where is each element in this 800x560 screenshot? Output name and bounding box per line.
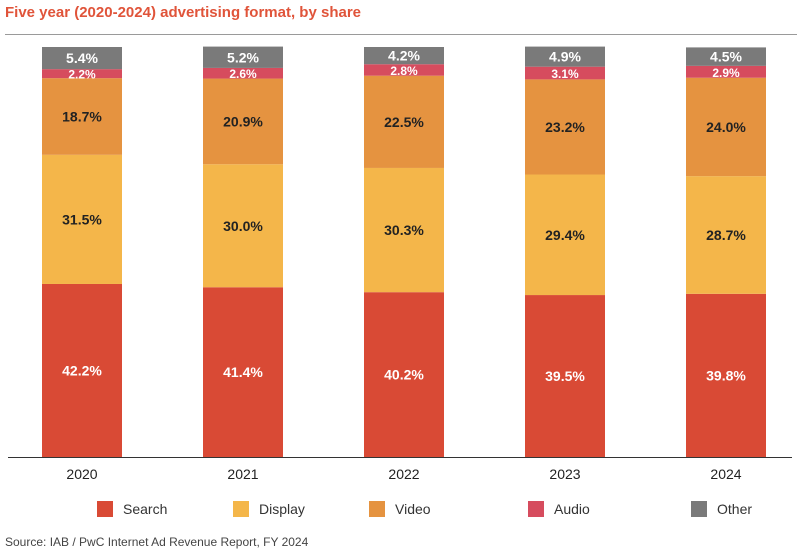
data-label-display-2024: 28.7%: [706, 227, 746, 243]
bar-search-2022: [364, 292, 444, 457]
data-label-search-2024: 39.8%: [706, 367, 746, 383]
bar-search-2021: [203, 287, 283, 457]
data-label-search-2022: 40.2%: [384, 367, 424, 383]
bar-video-2024: [686, 77, 766, 177]
bar-video-2021: [203, 78, 283, 165]
legend-swatch-search: [97, 501, 113, 517]
bar-display-2020: [42, 154, 122, 284]
bar-display-2021: [203, 164, 283, 288]
legend-swatch-video: [369, 501, 385, 517]
legend-label-other: Other: [717, 501, 753, 517]
x-tick-label-2020: 2020: [66, 466, 97, 482]
chart-title: Five year (2020-2024) advertising format…: [5, 4, 362, 21]
legend-label-audio: Audio: [554, 501, 590, 517]
data-label-audio-2021: 2.6%: [229, 67, 257, 81]
bar-other-2022: [364, 47, 444, 65]
x-tick-label-2021: 2021: [227, 466, 258, 482]
stacked-bar-chart: 42.2% 31.5% 18.7% 2.2% 5.4% 2020 41.4% 30.0% 20.…: [8, 46, 792, 482]
source-note: Source: IAB / PwC Internet Ad Revenue Re…: [5, 535, 309, 549]
bar-audio-2022: [364, 64, 444, 76]
bar-display-2024: [686, 176, 766, 294]
legend-item-display: Display: [233, 497, 305, 521]
legend-item-audio: Audio: [528, 497, 590, 521]
title-divider: [5, 34, 797, 35]
bar-other-2020: [42, 47, 122, 70]
bar-other-2023: [525, 46, 605, 67]
bar-display-2023: [525, 174, 605, 296]
chart-legend: Search Display Video Audio Other: [0, 497, 800, 521]
bar-audio-2021: [203, 67, 283, 79]
data-label-search-2021: 41.4%: [223, 364, 263, 380]
bar-other-2021: [203, 46, 283, 68]
bar-audio-2020: [42, 69, 122, 79]
legend-swatch-other: [691, 501, 707, 517]
bar-audio-2023: [525, 66, 605, 80]
legend-item-video: Video: [369, 497, 431, 521]
x-tick-label-2022: 2022: [388, 466, 419, 482]
data-label-audio-2020: 2.2%: [68, 68, 96, 82]
data-label-audio-2022: 2.8%: [390, 64, 418, 78]
data-label-other-2023: 4.9%: [549, 49, 581, 65]
legend-label-search: Search: [123, 501, 168, 517]
data-label-other-2021: 5.2%: [227, 49, 259, 65]
bar-video-2023: [525, 79, 605, 175]
bar-other-2024: [686, 47, 766, 66]
data-label-display-2022: 30.3%: [384, 222, 424, 238]
data-label-video-2021: 20.9%: [223, 113, 263, 129]
legend-item-search: Search: [97, 497, 167, 521]
data-label-display-2023: 29.4%: [545, 227, 585, 243]
x-tick-label-2024: 2024: [710, 466, 741, 482]
data-label-other-2024: 4.5%: [710, 49, 742, 65]
data-label-search-2020: 42.2%: [62, 362, 102, 378]
bar-video-2020: [42, 78, 122, 155]
x-tick-label-2023: 2023: [549, 466, 580, 482]
bar-search-2020: [42, 283, 122, 457]
data-label-video-2023: 23.2%: [545, 119, 585, 135]
data-label-video-2022: 22.5%: [384, 114, 424, 130]
data-label-video-2024: 24.0%: [706, 119, 746, 135]
data-label-other-2020: 5.4%: [66, 50, 98, 66]
bar-search-2024: [686, 293, 766, 457]
bar-search-2023: [525, 295, 605, 457]
legend-swatch-display: [233, 501, 249, 517]
data-label-display-2020: 31.5%: [62, 211, 102, 227]
legend-label-display: Display: [259, 501, 305, 517]
legend-label-video: Video: [395, 501, 431, 517]
bar-display-2022: [364, 167, 444, 293]
data-label-audio-2023: 3.1%: [551, 67, 579, 81]
legend-swatch-audio: [528, 501, 544, 517]
bar-audio-2024: [686, 65, 766, 78]
bar-video-2022: [364, 75, 444, 168]
data-label-audio-2024: 2.9%: [712, 66, 740, 80]
data-label-display-2021: 30.0%: [223, 218, 263, 234]
data-label-search-2023: 39.5%: [545, 368, 585, 384]
data-label-other-2022: 4.2%: [388, 48, 420, 64]
legend-item-other: Other: [691, 497, 752, 521]
data-label-video-2020: 18.7%: [62, 108, 102, 124]
